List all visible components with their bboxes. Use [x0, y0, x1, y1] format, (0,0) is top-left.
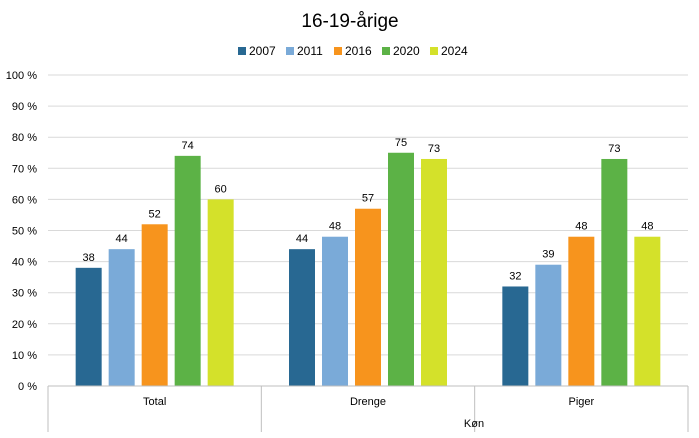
legend-label: 2020: [393, 44, 420, 58]
bar-total-2016: [141, 224, 168, 386]
y-axis: 0 % 10 % 20 % 30 % 40 % 50 % 60 % 70 % 80 % 90 % 1…: [6, 70, 37, 393]
data-label: 44: [296, 233, 308, 245]
bar-total-2011: [108, 249, 135, 386]
y-tick-label: 60 %: [12, 194, 37, 206]
data-label: 57: [362, 193, 374, 205]
x-tick-label: Total: [143, 396, 166, 408]
bars: 38 44 52 74 60 44 48 57 75 73 32 39 48 73 48: [75, 137, 661, 386]
data-label: 39: [542, 249, 554, 261]
data-label: 48: [641, 221, 653, 233]
y-tick-label: 40 %: [12, 257, 37, 269]
bar-total-2024: [207, 199, 234, 386]
data-label: 48: [575, 221, 587, 233]
bar-piger-2020: [601, 158, 628, 386]
bar-piger-2024: [634, 236, 661, 386]
data-label: 52: [149, 208, 161, 220]
bar-piger-2011: [535, 264, 562, 386]
bar-drenge-2007: [289, 249, 315, 386]
y-tick-label: 30 %: [12, 288, 37, 300]
data-label: 73: [608, 143, 620, 155]
data-label: 44: [116, 233, 128, 245]
legend-label: 2007: [249, 44, 276, 58]
legend-label: 2024: [441, 44, 468, 58]
bar-drenge-2011: [322, 236, 348, 386]
legend-swatch: [430, 47, 438, 55]
x-tick-label: Drenge: [350, 396, 386, 408]
legend-label: 2011: [297, 44, 323, 58]
legend-swatch: [334, 47, 342, 55]
data-label: 74: [182, 140, 194, 152]
legend-label: 2016: [345, 44, 372, 58]
x-tick-label: Piger: [568, 396, 594, 408]
legend-swatch: [382, 47, 390, 55]
y-tick-label: 10 %: [12, 350, 37, 362]
x-axis: Total Drenge Piger: [47, 385, 689, 432]
legend: 2007 2011 2016 2020 2024: [238, 44, 468, 58]
data-label: 60: [215, 183, 227, 195]
chart-title: 16-19-årige: [301, 11, 398, 32]
x-axis-label: Køn: [464, 418, 484, 430]
bar-piger-2016: [568, 236, 595, 386]
y-tick-label: 100 %: [6, 70, 37, 82]
data-label: 38: [83, 252, 95, 264]
y-tick-label: 90 %: [12, 101, 37, 113]
bar-drenge-2016: [355, 208, 381, 386]
legend-swatch: [286, 47, 294, 55]
y-tick-label: 20 %: [12, 319, 37, 331]
bar-total-2020: [174, 155, 201, 386]
legend-swatch: [238, 47, 246, 55]
bar-drenge-2024: [421, 158, 447, 386]
bar-piger-2007: [502, 286, 529, 386]
y-tick-label: 70 %: [12, 163, 37, 175]
data-label: 75: [395, 137, 407, 149]
y-tick-label: 50 %: [12, 226, 37, 238]
bar-drenge-2020: [388, 152, 414, 386]
data-label: 48: [329, 221, 341, 233]
data-label: 73: [428, 143, 440, 155]
bar-total-2007: [75, 267, 102, 386]
y-tick-label: 80 %: [12, 132, 37, 144]
y-tick-label: 0 %: [18, 381, 37, 393]
data-label: 32: [509, 270, 521, 282]
